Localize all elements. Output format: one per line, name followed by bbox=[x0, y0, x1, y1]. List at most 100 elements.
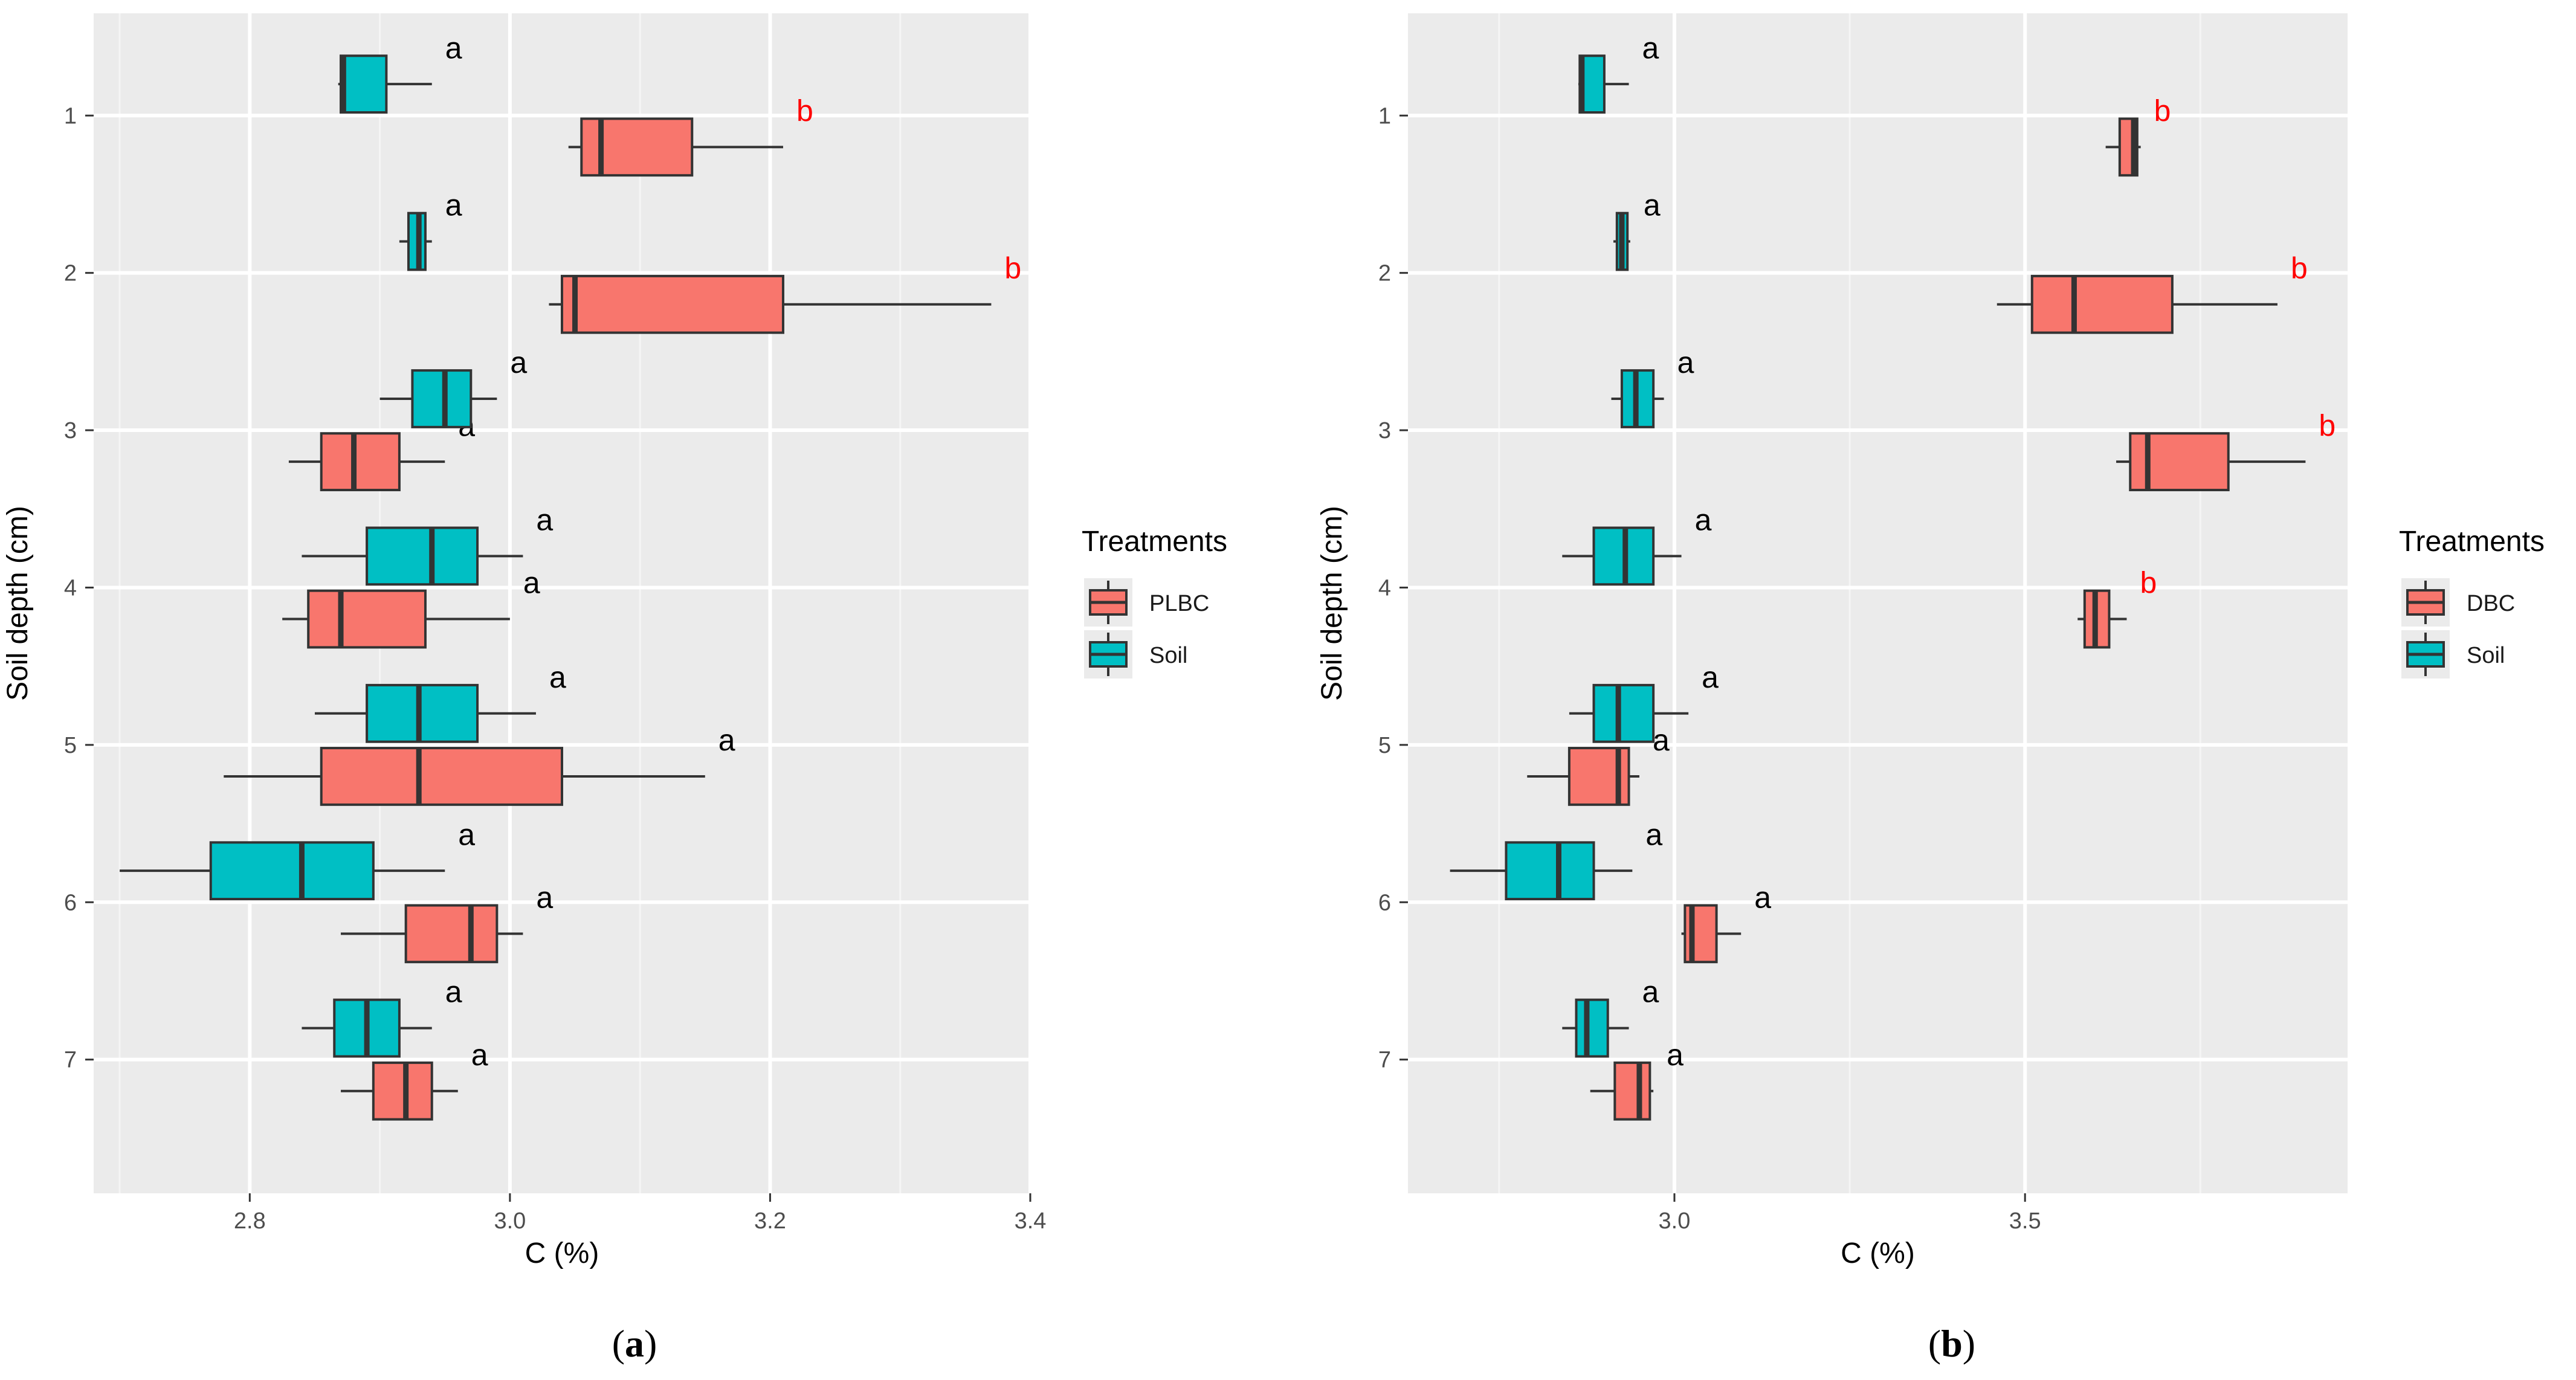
boxplot-dbc-depth-1: b bbox=[2105, 94, 2171, 177]
legend-entry-label: Soil bbox=[2467, 643, 2505, 668]
significance-label: a bbox=[1642, 975, 1659, 1009]
x-tick-label: 2.8 bbox=[234, 1208, 266, 1234]
x-axis-title: C (%) bbox=[1841, 1237, 1915, 1269]
significance-label: a bbox=[1642, 31, 1659, 65]
box-iqr bbox=[320, 432, 401, 492]
y-tick-label: 4 bbox=[64, 575, 77, 601]
legend: Treatments PLBC Soil bbox=[1082, 526, 1227, 679]
boxplot-dbc-depth-3: b bbox=[2116, 408, 2336, 492]
boxplot-plbc-depth-4: a bbox=[282, 566, 540, 649]
boxplot-plbc-depth-1: b bbox=[568, 94, 813, 177]
significance-label: a bbox=[1653, 723, 1670, 757]
significance-label: a bbox=[718, 723, 735, 757]
boxplot-soil-depth-3: a bbox=[1611, 346, 1694, 428]
significance-label: b bbox=[2319, 408, 2336, 442]
significance-label: a bbox=[536, 503, 553, 537]
legend-entry-label: PLBC bbox=[1149, 591, 1209, 616]
y-tick-label: 1 bbox=[64, 103, 77, 129]
y-tick-label: 4 bbox=[1378, 575, 1391, 601]
caption-open: ( bbox=[612, 1322, 625, 1365]
boxplot-soil-depth-1: a bbox=[1578, 31, 1659, 114]
legend-title: Treatments bbox=[1082, 526, 1227, 558]
y-axis-title: Soil depth (cm) bbox=[1316, 506, 1348, 701]
box-iqr bbox=[2129, 432, 2230, 492]
x-tick-label: 3.0 bbox=[1659, 1208, 1691, 1234]
boxplot-dbc-depth-5: a bbox=[1527, 723, 1670, 806]
y-tick-label: 6 bbox=[64, 890, 77, 915]
significance-label: a bbox=[549, 660, 566, 694]
box-iqr bbox=[372, 1061, 433, 1121]
boxplot-soil-depth-6: a bbox=[1450, 817, 1662, 901]
boxplot-plbc-depth-6: a bbox=[341, 880, 553, 964]
boxplot-soil-depth-1: a bbox=[338, 31, 462, 114]
significance-label: a bbox=[471, 1038, 488, 1072]
significance-label: a bbox=[510, 346, 527, 379]
boxplot-plbc-depth-7: a bbox=[341, 1038, 488, 1121]
significance-label: b bbox=[796, 94, 813, 127]
significance-label: b bbox=[2140, 566, 2157, 600]
box-iqr bbox=[366, 683, 479, 743]
box-iqr bbox=[340, 54, 388, 114]
y-tick-label: 7 bbox=[64, 1048, 77, 1073]
boxplot-dbc-depth-7: a bbox=[1590, 1038, 1683, 1121]
x-tick-label: 3.2 bbox=[754, 1208, 786, 1234]
box-iqr bbox=[404, 904, 499, 964]
x-tick-label: 3.4 bbox=[1015, 1208, 1047, 1234]
y-axis-title: Soil depth (cm) bbox=[2, 506, 34, 701]
y-tick-label: 2 bbox=[64, 261, 77, 286]
boxplot-soil-depth-7: a bbox=[1562, 975, 1659, 1058]
box-iqr bbox=[411, 369, 473, 428]
boxplot-soil-depth-5: a bbox=[1569, 660, 1719, 743]
y-tick-label: 5 bbox=[1378, 733, 1391, 758]
legend-title: Treatments bbox=[2399, 526, 2545, 558]
boxplot-soil-depth-2: a bbox=[1613, 189, 1661, 271]
caption-close: ) bbox=[1963, 1322, 1975, 1365]
boxplot-soil-depth-4: a bbox=[1562, 503, 1712, 586]
boxplot-dbc-depth-2: b bbox=[1997, 251, 2308, 334]
boxplot-soil-depth-7: a bbox=[302, 975, 462, 1058]
box-iqr bbox=[1613, 1061, 1651, 1121]
boxplot-soil-depth-6: a bbox=[120, 817, 475, 901]
plot-panel-background bbox=[1408, 13, 2348, 1193]
legend-entry-label: DBC bbox=[2467, 591, 2515, 616]
box-iqr bbox=[561, 274, 784, 334]
y-tick-label: 2 bbox=[1378, 261, 1391, 286]
caption-open: ( bbox=[1928, 1322, 1941, 1365]
boxplot-soil-depth-4: a bbox=[302, 503, 553, 586]
boxplot-plbc-depth-3: a bbox=[288, 408, 475, 492]
boxplot-dbc-depth-4: b bbox=[2077, 566, 2157, 649]
box-iqr bbox=[1592, 683, 1655, 743]
significance-label: a bbox=[1667, 1038, 1683, 1072]
significance-label: b bbox=[2291, 251, 2308, 285]
significance-label: b bbox=[2154, 94, 2171, 127]
legend-entry-label: Soil bbox=[1149, 643, 1187, 668]
caption-letter: a bbox=[625, 1322, 644, 1365]
x-axis-title: C (%) bbox=[525, 1237, 599, 1269]
significance-label: a bbox=[523, 566, 540, 600]
panel-caption: (a) bbox=[612, 1322, 657, 1365]
significance-label: a bbox=[1644, 189, 1661, 222]
boxplot-plbc-depth-2: b bbox=[549, 251, 1021, 334]
boxplot-soil-depth-5: a bbox=[314, 660, 566, 743]
y-tick-label: 5 bbox=[64, 733, 77, 758]
boxplot-plbc-depth-5: a bbox=[224, 723, 735, 806]
caption-letter: b bbox=[1941, 1322, 1963, 1365]
significance-label: a bbox=[1695, 503, 1712, 537]
x-tick-label: 3.0 bbox=[494, 1208, 526, 1234]
y-tick-label: 6 bbox=[1378, 890, 1391, 915]
box-iqr bbox=[1575, 998, 1609, 1058]
y-tick-label: 1 bbox=[1378, 103, 1391, 129]
significance-label: a bbox=[445, 189, 462, 222]
plot-panel-background bbox=[94, 13, 1030, 1193]
boxplot-soil-depth-3: a bbox=[379, 346, 527, 428]
significance-label: a bbox=[445, 975, 462, 1009]
significance-label: a bbox=[536, 880, 553, 914]
significance-label: a bbox=[458, 817, 475, 851]
boxplot-dbc-depth-6: a bbox=[1681, 880, 1771, 964]
y-tick-label: 7 bbox=[1378, 1048, 1391, 1073]
chart-panel-a: 2.8 3.0 3.2 3.4 1 2 3 4 5 6 7 C (%) Soil depth (cm) b… bbox=[2, 13, 1227, 1365]
box-iqr bbox=[209, 841, 375, 901]
boxplot-soil-depth-2: a bbox=[399, 189, 462, 271]
caption-close: ) bbox=[644, 1322, 657, 1365]
